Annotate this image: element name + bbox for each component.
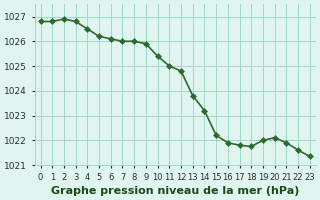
X-axis label: Graphe pression niveau de la mer (hPa): Graphe pression niveau de la mer (hPa)	[51, 186, 300, 196]
